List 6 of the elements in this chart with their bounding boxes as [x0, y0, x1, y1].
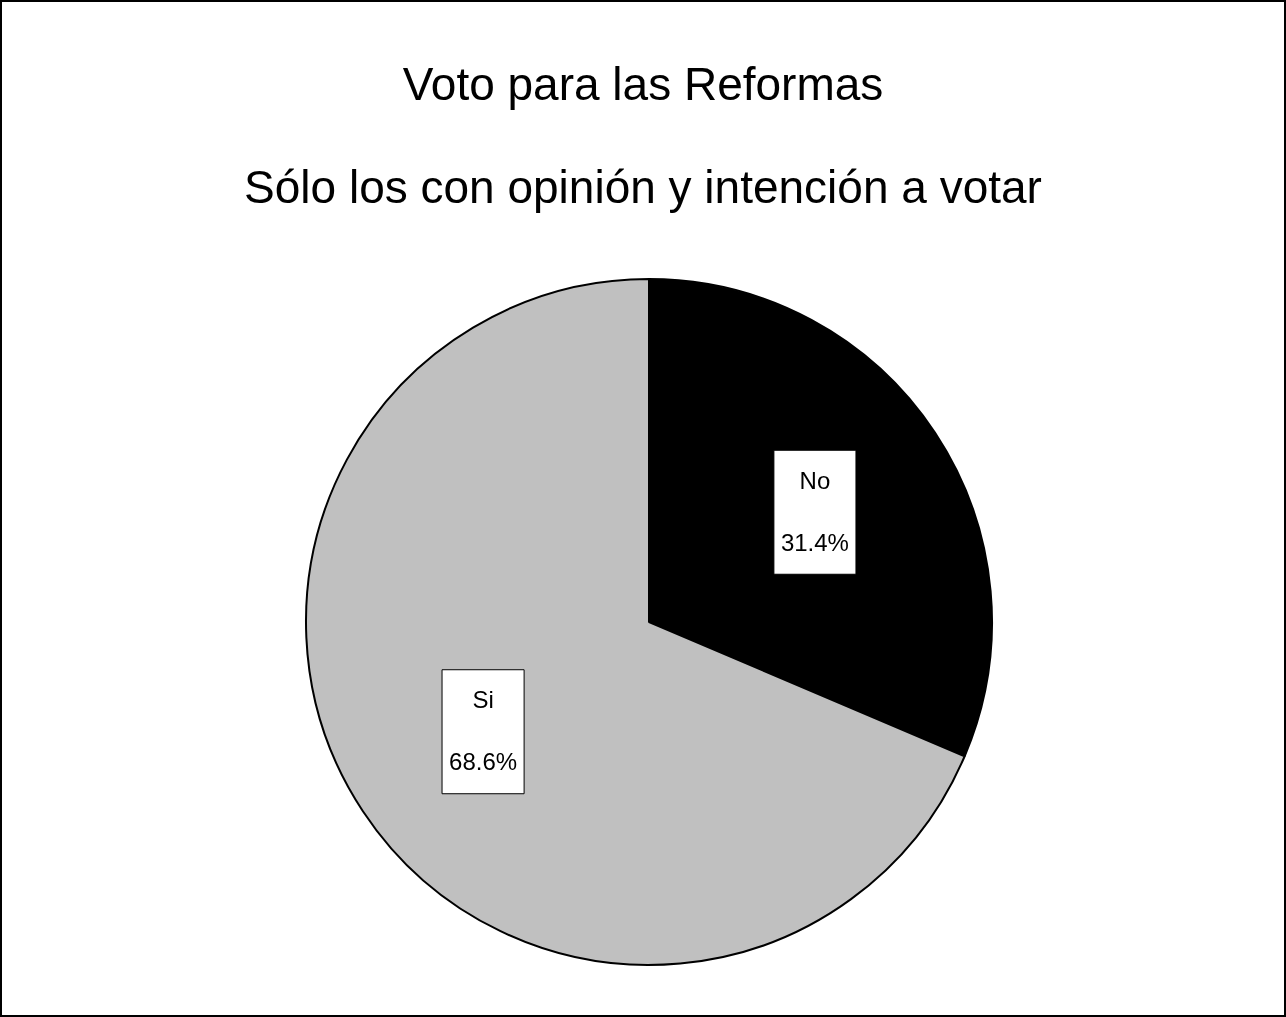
data-label: 68.6% [449, 748, 518, 776]
chart-subtitle: Sólo los con opinión y intención a votar [243, 160, 1043, 214]
data-label: 31.4% [780, 528, 849, 556]
slice-label: No [799, 466, 831, 494]
chart-title: Voto para las Reformas [401, 57, 885, 111]
slice-label: Si [472, 686, 494, 714]
